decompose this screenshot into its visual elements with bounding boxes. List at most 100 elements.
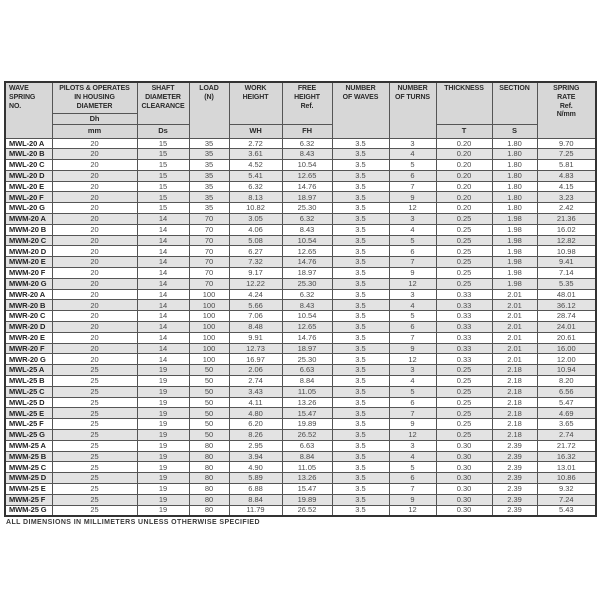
cell-number-of-waves: 3.5 xyxy=(331,288,390,301)
cell-number-of-waves: 3.5 xyxy=(331,396,390,409)
cell-housing-diameter: 25 xyxy=(51,375,138,387)
cell-load: 100 xyxy=(188,310,230,323)
cell-thickness: 0.25 xyxy=(435,396,493,409)
cell-section: 1.98 xyxy=(491,234,538,247)
cell-spring-no: MWL-25 G xyxy=(4,429,53,441)
cell-spring-rate: 21.36 xyxy=(536,213,597,225)
cell-shaft-clearance: 14 xyxy=(136,310,190,323)
cell-housing-diameter: 20 xyxy=(51,321,138,333)
cell-housing-diameter: 20 xyxy=(51,223,138,236)
cell-section: 2.18 xyxy=(491,396,538,409)
cell-spring-rate: 13.01 xyxy=(536,461,597,474)
spec-table-body: MWL-20 A 20 15 35 2.72 6.32 3.5 3 0.20 1… xyxy=(4,137,597,517)
cell-housing-diameter: 20 xyxy=(51,288,138,301)
table-row: MWM-20 A 20 14 70 3.05 6.32 3.5 3 0.25 1… xyxy=(4,213,597,225)
cell-load: 50 xyxy=(188,375,230,387)
cell-housing-diameter: 25 xyxy=(51,504,138,517)
cell-housing-diameter: 20 xyxy=(51,256,138,269)
cell-shaft-clearance: 14 xyxy=(136,299,190,312)
cell-thickness: 0.20 xyxy=(435,169,493,182)
cell-load: 100 xyxy=(188,342,230,355)
cell-number-of-waves: 3.5 xyxy=(331,364,390,377)
table-row: MWL-20 B 20 15 35 3.61 8.43 3.5 4 0.20 1… xyxy=(4,148,597,161)
cell-spring-no: MWM-20 G xyxy=(4,277,53,290)
cell-thickness: 0.20 xyxy=(435,137,493,150)
cell-work-height: 4.24 xyxy=(228,288,283,301)
table-row: MWM-25 D 25 19 80 5.89 13.26 3.5 6 0.30 … xyxy=(4,472,597,484)
cell-load: 35 xyxy=(188,202,230,215)
cell-thickness: 0.33 xyxy=(435,288,493,301)
cell-housing-diameter: 25 xyxy=(51,418,138,431)
cell-spring-no: MWL-25 E xyxy=(4,407,53,420)
cell-section: 2.39 xyxy=(491,450,538,463)
cell-work-height: 2.74 xyxy=(228,375,283,387)
subheader-ds: Ds xyxy=(136,123,190,139)
cell-shaft-clearance: 19 xyxy=(136,407,190,420)
cell-section: 2.39 xyxy=(491,504,538,517)
table-row: MWM-20 F 20 14 70 9.17 18.97 3.5 9 0.25 … xyxy=(4,267,597,279)
cell-spring-rate: 9.41 xyxy=(536,256,597,269)
cell-load: 35 xyxy=(188,159,230,171)
cell-load: 70 xyxy=(188,267,230,279)
cell-load: 80 xyxy=(188,439,230,452)
col-header-thickness: THICKNESS xyxy=(435,81,493,125)
cell-spring-rate: 3.65 xyxy=(536,418,597,431)
cell-section: 2.39 xyxy=(491,483,538,495)
cell-section: 2.18 xyxy=(491,429,538,441)
cell-spring-no: MWM-20 C xyxy=(4,234,53,247)
cell-spring-rate: 24.01 xyxy=(536,321,597,333)
cell-load: 35 xyxy=(188,148,230,161)
cell-load: 50 xyxy=(188,407,230,420)
cell-number-of-waves: 3.5 xyxy=(331,137,390,150)
cell-work-height: 5.89 xyxy=(228,472,283,484)
cell-section: 1.80 xyxy=(491,202,538,215)
table-row: MWM-25 C 25 19 80 4.90 11.05 3.5 5 0.30 … xyxy=(4,461,597,474)
cell-thickness: 0.25 xyxy=(435,223,493,236)
cell-free-height: 13.26 xyxy=(281,472,333,484)
subheader-mm: mm xyxy=(51,123,138,139)
table-header: WAVE SPRING NO. PILOTS & OPERATES IN HOU… xyxy=(4,81,597,139)
cell-work-height: 6.20 xyxy=(228,418,283,431)
cell-spring-rate: 9.70 xyxy=(536,137,597,150)
cell-thickness: 0.25 xyxy=(435,256,493,269)
cell-spring-rate: 7.24 xyxy=(536,493,597,506)
cell-number-of-waves: 3.5 xyxy=(331,472,390,484)
cell-work-height: 5.66 xyxy=(228,299,283,312)
cell-spring-no: MWL-20 D xyxy=(4,169,53,182)
cell-section: 1.80 xyxy=(491,159,538,171)
cell-section: 1.98 xyxy=(491,277,538,290)
cell-section: 2.39 xyxy=(491,439,538,452)
cell-housing-diameter: 25 xyxy=(51,450,138,463)
cell-shaft-clearance: 15 xyxy=(136,169,190,182)
cell-spring-no: MWR-20 G xyxy=(4,353,53,366)
cell-load: 80 xyxy=(188,504,230,517)
col-header-wave-spring-no: WAVE SPRING NO. xyxy=(4,81,53,139)
cell-shaft-clearance: 19 xyxy=(136,461,190,474)
cell-thickness: 0.30 xyxy=(435,461,493,474)
cell-spring-rate: 8.20 xyxy=(536,375,597,387)
cell-load: 100 xyxy=(188,321,230,333)
table-row: MWL-20 D 20 15 35 5.41 12.65 3.5 6 0.20 … xyxy=(4,169,597,182)
cell-spring-no: MWM-25 D xyxy=(4,472,53,484)
cell-shaft-clearance: 19 xyxy=(136,450,190,463)
cell-number-of-turns: 9 xyxy=(388,342,437,355)
cell-number-of-turns: 6 xyxy=(388,472,437,484)
table-row: MWR-20 B 20 14 100 5.66 8.43 3.5 4 0.33 … xyxy=(4,299,597,312)
cell-number-of-turns: 12 xyxy=(388,504,437,517)
subheader-wh: WH xyxy=(228,123,283,139)
cell-free-height: 6.63 xyxy=(281,364,333,377)
cell-number-of-waves: 3.5 xyxy=(331,234,390,247)
footer-note: ALL DIMENSIONS IN MILLIMETERS UNLESS OTH… xyxy=(6,519,260,524)
cell-work-height: 12.22 xyxy=(228,277,283,290)
cell-free-height: 14.76 xyxy=(281,256,333,269)
cell-work-height: 3.43 xyxy=(228,385,283,398)
cell-work-height: 4.11 xyxy=(228,396,283,409)
cell-number-of-turns: 7 xyxy=(388,407,437,420)
cell-housing-diameter: 20 xyxy=(51,267,138,279)
cell-load: 100 xyxy=(188,288,230,301)
cell-spring-no: MWM-25 B xyxy=(4,450,53,463)
cell-number-of-waves: 3.5 xyxy=(331,483,390,495)
cell-spring-no: MWL-25 B xyxy=(4,375,53,387)
cell-free-height: 6.32 xyxy=(281,137,333,150)
cell-shaft-clearance: 15 xyxy=(136,180,190,193)
